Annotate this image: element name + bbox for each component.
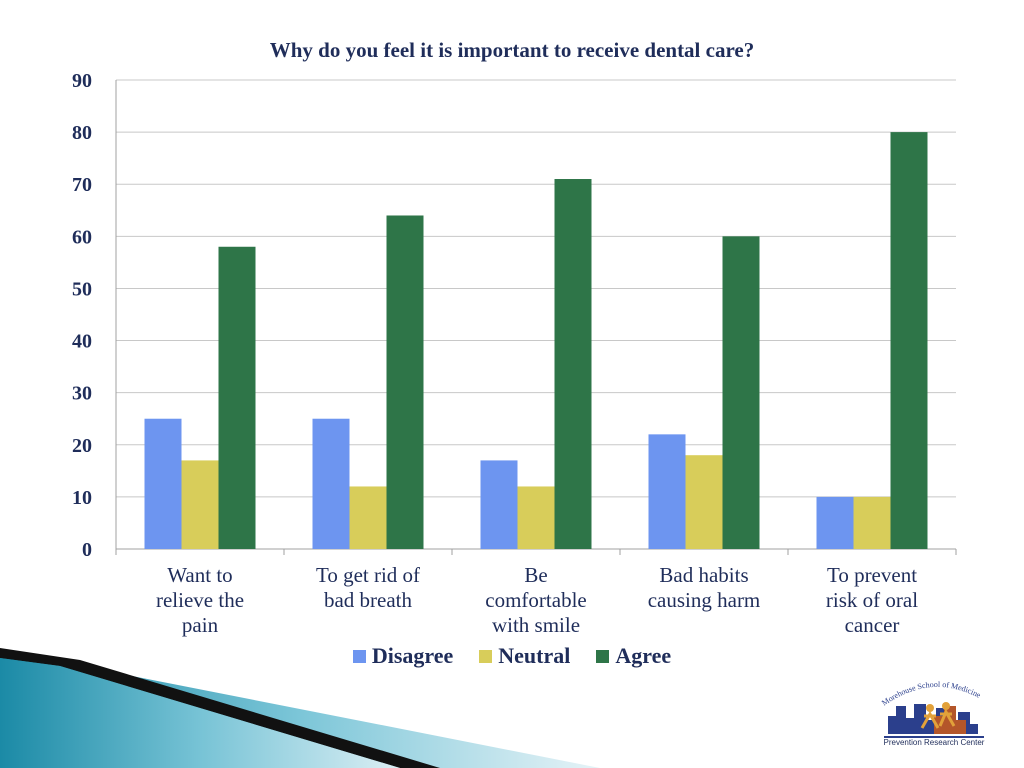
- bar-disagree: [480, 460, 518, 549]
- y-tick-label: 10: [72, 487, 92, 509]
- bar-agree: [890, 132, 928, 549]
- legend-label: Disagree: [371, 643, 454, 668]
- footer-swoosh-decoration: [0, 648, 600, 768]
- bar-disagree: [648, 434, 686, 549]
- legend: Disagree Neutral Agree: [0, 643, 1024, 669]
- y-tick-label: 50: [72, 278, 92, 300]
- bar-agree: [386, 215, 424, 549]
- y-tick-label: 20: [72, 435, 92, 457]
- bar-disagree: [144, 418, 182, 549]
- bar-agree: [554, 179, 592, 549]
- y-tick-label: 80: [72, 122, 92, 144]
- x-category-label: To get rid of bad breath: [316, 563, 420, 612]
- bar-disagree: [816, 496, 854, 549]
- legend-swatch: [596, 649, 610, 663]
- bar-neutral: [181, 460, 219, 549]
- legend-label: Neutral: [498, 643, 571, 668]
- svg-text:Morehouse School of Medicine: Morehouse School of Medicine: [880, 680, 983, 708]
- bar-agree: [218, 246, 256, 549]
- legend-swatch: [479, 649, 493, 663]
- y-tick-label: 0: [82, 539, 92, 561]
- legend-label: Agree: [615, 643, 672, 668]
- bar-neutral: [853, 496, 891, 549]
- legend-swatch: [352, 649, 366, 663]
- legend-item-neutral: Neutral: [479, 643, 570, 669]
- logo-caption: Prevention Research Center: [883, 738, 985, 747]
- x-category-label: Want to relieve the pain: [156, 563, 244, 637]
- y-tick-label: 90: [72, 70, 92, 92]
- logo-arc-text: Morehouse School of Medicine: [880, 680, 983, 708]
- x-category-label: Bad habits causing harm: [648, 563, 761, 612]
- bar-disagree: [312, 418, 350, 549]
- bar-neutral: [349, 486, 387, 549]
- x-category-label: To prevent risk of oral cancer: [826, 563, 918, 637]
- bar-agree: [722, 236, 760, 550]
- morehouse-logo: Morehouse School of Medicine: [880, 680, 984, 738]
- y-tick-label: 40: [72, 331, 92, 353]
- bar-neutral: [685, 455, 723, 549]
- legend-item-agree: Agree: [596, 643, 671, 669]
- chart-title: Why do you feel it is important to recei…: [269, 38, 755, 62]
- y-tick-label: 70: [72, 174, 92, 196]
- x-category-label: Be comfortable with smile: [485, 563, 586, 637]
- y-tick-label: 60: [72, 226, 92, 248]
- y-tick-label: 30: [72, 383, 92, 405]
- legend-item-disagree: Disagree: [352, 643, 454, 669]
- bar-neutral: [517, 486, 555, 549]
